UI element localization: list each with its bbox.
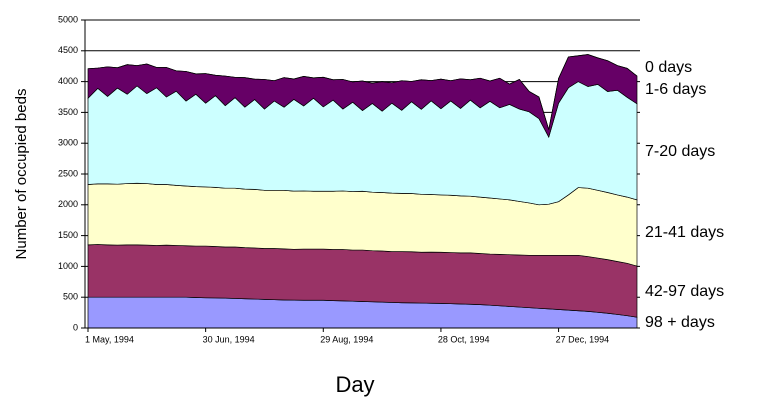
y-tick-label: 1000 <box>58 261 78 271</box>
y-tick-label: 0 <box>73 322 78 332</box>
y-tick-label: 2500 <box>58 168 78 178</box>
x-tick-label: 28 Oct, 1994 <box>438 334 490 344</box>
y-tick-label: 2000 <box>58 199 78 209</box>
x-axis-title: Day <box>335 372 374 397</box>
legend-label: 0 days <box>645 59 692 76</box>
y-tick-label: 5000 <box>58 14 78 24</box>
x-tick-label: 30 Jun, 1994 <box>203 334 255 344</box>
legend-label: 1-6 days <box>645 81 706 98</box>
legend-label: 42-97 days <box>645 283 724 300</box>
x-tick-label: 1 May, 1994 <box>85 334 134 344</box>
y-tick-label: 4500 <box>58 45 78 55</box>
y-tick-label: 3000 <box>58 138 78 148</box>
y-tick-label: 3500 <box>58 107 78 117</box>
y-tick-label: 500 <box>63 292 78 302</box>
area <box>87 54 638 130</box>
y-tick-label: 4000 <box>58 76 78 86</box>
legend-label: 21-41 days <box>645 224 724 241</box>
legend-label: 7-20 days <box>645 143 715 160</box>
y-tick-label: 1500 <box>58 230 78 240</box>
legend-label: 98 + days <box>645 314 715 331</box>
y-axis-title: Number of occupied beds <box>13 89 30 260</box>
x-tick-label: 27 Dec, 1994 <box>556 334 610 344</box>
x-tick-label: 29 Aug, 1994 <box>320 334 373 344</box>
